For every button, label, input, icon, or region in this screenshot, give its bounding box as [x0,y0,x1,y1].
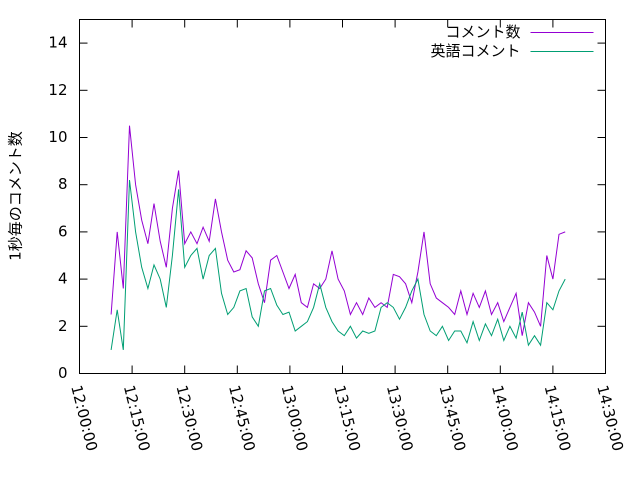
x-tick-label: 14:15:00 [541,383,575,453]
y-tick-label: 6 [58,222,68,240]
x-tick-label: 14:00:00 [488,383,522,453]
y-tick-label: 10 [48,128,67,146]
x-tick-label: 13:15:00 [330,383,364,453]
legend-label: コメント数 [445,23,520,41]
x-tick-label: 13:45:00 [435,383,469,453]
y-axis-label: 1秒毎のコメント数 [7,131,25,261]
x-tick-label: 12:30:00 [172,383,206,453]
x-tick-label: 12:15:00 [120,383,154,453]
series-line [110,125,566,336]
y-tick-label: 8 [58,175,68,193]
y-tick-label: 12 [48,81,67,99]
y-tick-label: 2 [58,317,68,335]
plot-frame [79,19,606,374]
x-tick-label: 12:00:00 [67,383,101,453]
y-tick-label: 14 [48,34,67,52]
y-tick-label: 4 [58,270,68,288]
x-tick-label: 12:45:00 [225,383,259,453]
series-line [110,179,566,350]
legend-label: 英語コメント [430,42,520,60]
x-tick-label: 14:30:00 [593,383,627,453]
x-tick-label: 13:00:00 [278,383,312,453]
x-tick-label: 13:30:00 [383,383,417,453]
y-tick-label: 0 [58,364,68,382]
